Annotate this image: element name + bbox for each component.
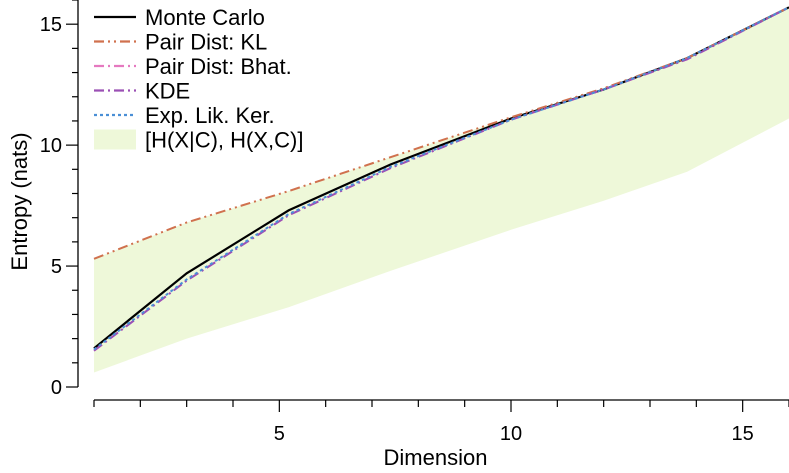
legend-entry-label: [H(X|C), H(X,C)] bbox=[145, 128, 303, 153]
x-tick-label: 5 bbox=[274, 423, 285, 445]
legend-entry-label: KDE bbox=[145, 79, 190, 104]
y-axis-label: Entropy (nats) bbox=[7, 132, 32, 270]
entropy-bounds-band-layer bbox=[94, 7, 789, 373]
legend-entry-label: Pair Dist: Bhat. bbox=[145, 54, 292, 79]
x-axis-label: Dimension bbox=[384, 445, 488, 470]
x-tick-label: 10 bbox=[500, 423, 522, 445]
x-tick-label: 15 bbox=[732, 423, 754, 445]
y-tick-label: 5 bbox=[51, 256, 62, 278]
y-tick-label: 15 bbox=[40, 14, 62, 36]
series-layer bbox=[93, 6, 789, 352]
legend-swatch-band bbox=[94, 129, 136, 150]
entropy-bounds-band bbox=[94, 7, 789, 373]
y-tick-label: 0 bbox=[51, 377, 62, 399]
y-tick-label: 10 bbox=[40, 135, 62, 157]
legend-entry-label: Exp. Lik. Ker. bbox=[145, 103, 275, 128]
axes-layer: 0 5 10 15 5 10 15 bbox=[40, 0, 789, 445]
legend-entry-label: Pair Dist: KL bbox=[145, 30, 267, 55]
series-line-exp-lik-ker bbox=[93, 6, 789, 351]
legend-entry-label: Monte Carlo bbox=[145, 5, 265, 30]
